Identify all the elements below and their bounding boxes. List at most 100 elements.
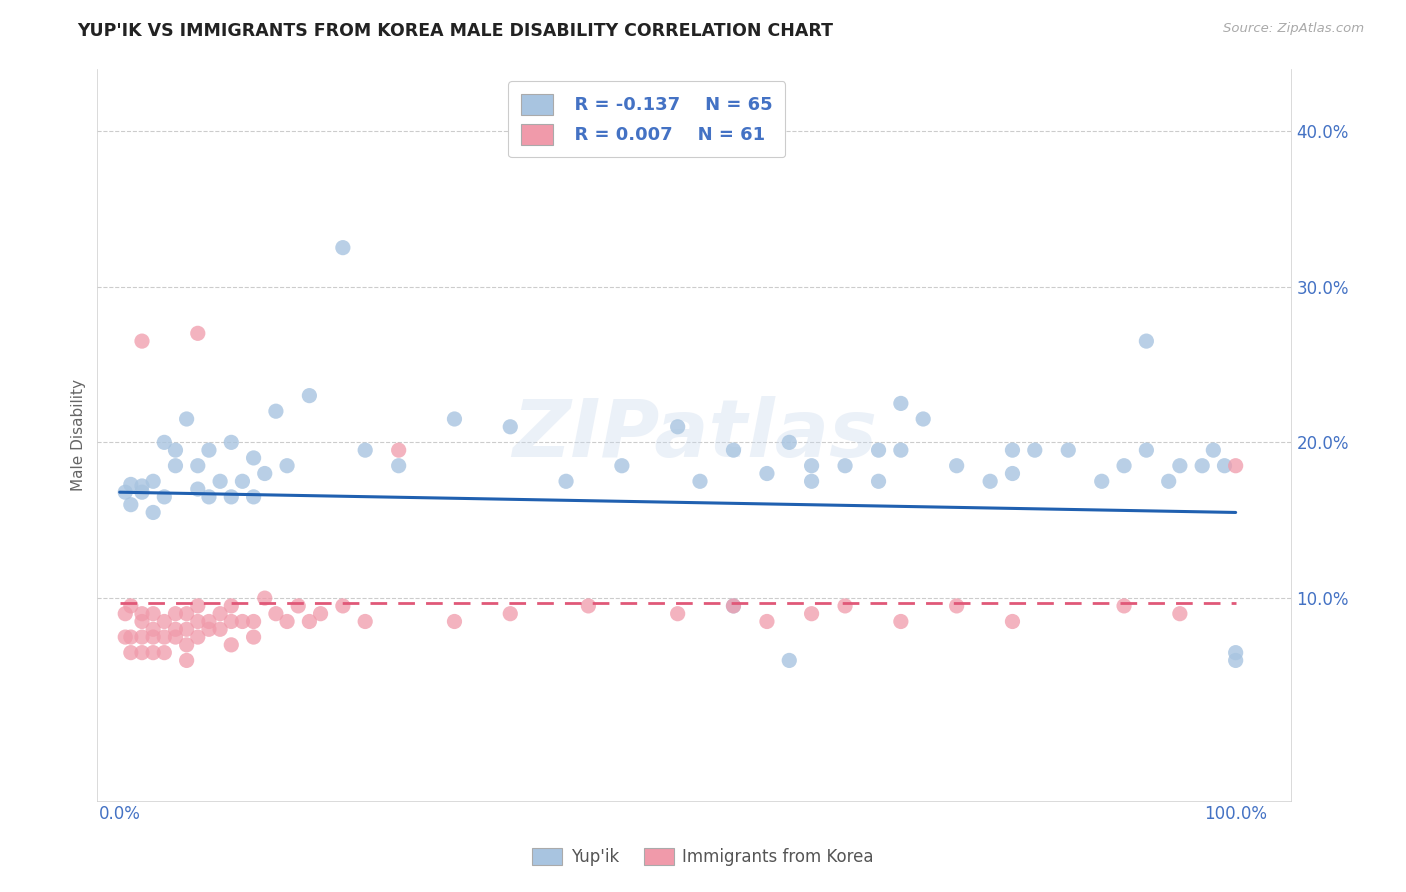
- Point: [131, 630, 153, 644]
- Point: [443, 412, 465, 426]
- Point: [1225, 458, 1247, 473]
- Point: [187, 630, 209, 644]
- Point: [209, 475, 232, 489]
- Point: [868, 443, 890, 458]
- Point: [187, 458, 209, 473]
- Point: [499, 607, 522, 621]
- Point: [253, 467, 276, 481]
- Point: [298, 615, 321, 629]
- Point: [276, 458, 298, 473]
- Point: [912, 412, 935, 426]
- Point: [1168, 607, 1191, 621]
- Point: [1112, 599, 1135, 613]
- Point: [165, 607, 187, 621]
- Point: [723, 599, 745, 613]
- Point: [187, 482, 209, 496]
- Point: [723, 599, 745, 613]
- Point: [1157, 475, 1180, 489]
- Point: [165, 443, 187, 458]
- Point: [198, 490, 221, 504]
- Point: [1001, 467, 1024, 481]
- Point: [242, 450, 264, 465]
- Point: [1091, 475, 1114, 489]
- Point: [354, 615, 377, 629]
- Point: [120, 599, 142, 613]
- Point: [1024, 443, 1046, 458]
- Point: [755, 467, 778, 481]
- Point: [187, 615, 209, 629]
- Point: [131, 479, 153, 493]
- Text: YUP'IK VS IMMIGRANTS FROM KOREA MALE DISABILITY CORRELATION CHART: YUP'IK VS IMMIGRANTS FROM KOREA MALE DIS…: [77, 22, 834, 40]
- Point: [1135, 334, 1157, 348]
- Point: [298, 389, 321, 403]
- Point: [1135, 443, 1157, 458]
- Point: [388, 443, 411, 458]
- Point: [576, 599, 599, 613]
- Point: [187, 326, 209, 341]
- Point: [142, 475, 165, 489]
- Point: [114, 607, 136, 621]
- Point: [264, 607, 287, 621]
- Point: [253, 591, 276, 606]
- Point: [176, 607, 198, 621]
- Point: [131, 646, 153, 660]
- Point: [1191, 458, 1213, 473]
- Point: [231, 615, 253, 629]
- Point: [332, 241, 354, 255]
- Point: [800, 458, 823, 473]
- Point: [1202, 443, 1225, 458]
- Point: [142, 622, 165, 636]
- Point: [142, 630, 165, 644]
- Point: [153, 435, 176, 450]
- Text: Source: ZipAtlas.com: Source: ZipAtlas.com: [1223, 22, 1364, 36]
- Point: [287, 599, 309, 613]
- Point: [1225, 646, 1247, 660]
- Point: [131, 607, 153, 621]
- Point: [388, 458, 411, 473]
- Point: [778, 653, 800, 667]
- Legend: Yup'ik, Immigrants from Korea: Yup'ik, Immigrants from Korea: [524, 840, 882, 875]
- Point: [443, 615, 465, 629]
- Point: [868, 475, 890, 489]
- Point: [666, 419, 689, 434]
- Point: [198, 443, 221, 458]
- Point: [120, 498, 142, 512]
- Point: [834, 458, 856, 473]
- Point: [153, 490, 176, 504]
- Point: [131, 334, 153, 348]
- Point: [555, 475, 578, 489]
- Point: [1213, 458, 1236, 473]
- Point: [165, 458, 187, 473]
- Point: [209, 607, 232, 621]
- Point: [131, 615, 153, 629]
- Point: [242, 630, 264, 644]
- Point: [945, 458, 967, 473]
- Point: [142, 646, 165, 660]
- Y-axis label: Male Disability: Male Disability: [72, 378, 86, 491]
- Point: [1001, 615, 1024, 629]
- Point: [219, 638, 242, 652]
- Point: [264, 404, 287, 418]
- Point: [1001, 443, 1024, 458]
- Point: [231, 475, 253, 489]
- Point: [890, 396, 912, 410]
- Point: [610, 458, 633, 473]
- Point: [276, 615, 298, 629]
- Point: [176, 638, 198, 652]
- Point: [142, 607, 165, 621]
- Point: [176, 412, 198, 426]
- Point: [834, 599, 856, 613]
- Point: [153, 630, 176, 644]
- Point: [309, 607, 332, 621]
- Point: [219, 599, 242, 613]
- Legend:   R = -0.137    N = 65,   R = 0.007    N = 61: R = -0.137 N = 65, R = 0.007 N = 61: [508, 81, 786, 157]
- Point: [800, 475, 823, 489]
- Point: [120, 477, 142, 491]
- Point: [187, 599, 209, 613]
- Point: [114, 630, 136, 644]
- Point: [176, 622, 198, 636]
- Point: [689, 475, 711, 489]
- Point: [1168, 458, 1191, 473]
- Point: [165, 622, 187, 636]
- Point: [209, 622, 232, 636]
